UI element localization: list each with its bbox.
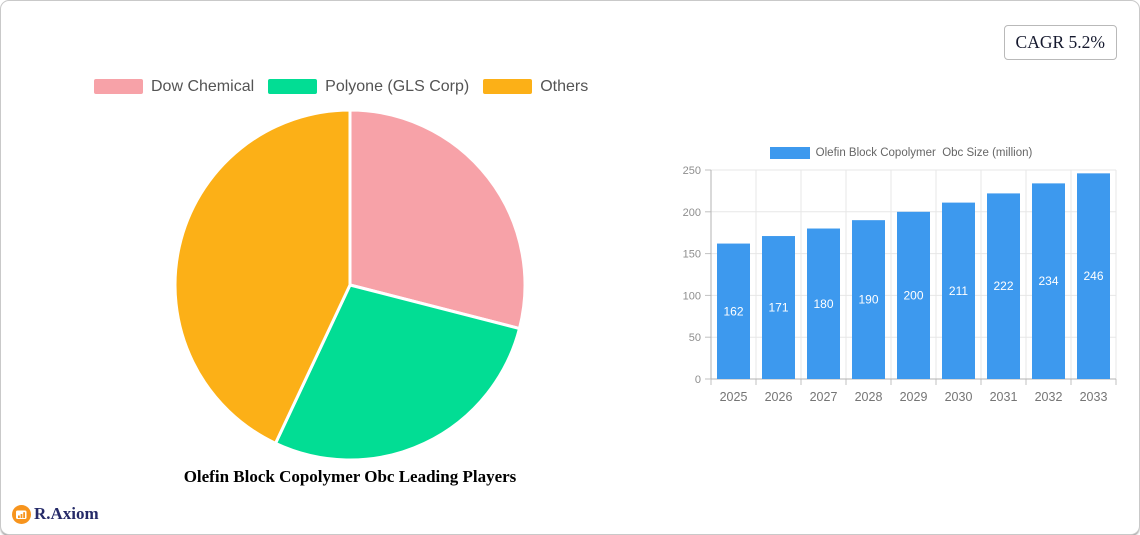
- bar-value-label: 222: [993, 279, 1013, 293]
- y-tick-label: 150: [683, 249, 701, 261]
- bar-2033[interactable]: [1077, 173, 1110, 379]
- pie-legend: Dow Chemical Polyone (GLS Corp) Others: [94, 77, 588, 96]
- bar-value-label: 234: [1038, 274, 1058, 288]
- y-tick-label: 250: [683, 165, 701, 177]
- cagr-badge: CAGR 5.2%: [1003, 25, 1117, 60]
- x-category-label: 2030: [945, 390, 973, 404]
- bar-legend-item[interactable]: Olefin Block Copolymer Obc Size (million…: [769, 146, 1033, 159]
- pie-legend-item-1[interactable]: Polyone (GLS Corp): [268, 77, 469, 96]
- y-tick-label: 100: [683, 290, 701, 302]
- y-tick-label: 0: [695, 374, 701, 386]
- growth-chart-icon: [12, 504, 31, 524]
- pie-chart: [173, 108, 527, 462]
- bar-chart-section: Olefin Block Copolymer Obc Size (million…: [666, 146, 1136, 413]
- legend-swatch: [94, 79, 143, 94]
- bar-value-label: 211: [949, 284, 968, 298]
- x-category-label: 2029: [900, 390, 928, 404]
- legend-label: Polyone (GLS Corp): [325, 78, 470, 95]
- legend-swatch: [268, 79, 318, 94]
- bar-2025[interactable]: [717, 243, 750, 379]
- y-tick-label: 50: [689, 332, 701, 344]
- pie-slice-0[interactable]: [348, 108, 527, 331]
- bar-value-label: 246: [1083, 269, 1103, 283]
- bar-value-label: 190: [858, 293, 878, 307]
- bar-2026[interactable]: [762, 236, 795, 379]
- bar-2027[interactable]: [807, 228, 840, 379]
- legend-label: Others: [540, 78, 589, 95]
- pie-slice-1[interactable]: [273, 283, 521, 462]
- x-category-label: 2025: [720, 390, 748, 404]
- x-category-label: 2032: [1035, 390, 1063, 404]
- bar-2032[interactable]: [1032, 183, 1065, 379]
- bar-legend-label: Olefin Block Copolymer Obc Size (million…: [815, 146, 1033, 159]
- legend-label: Dow Chemical: [151, 78, 255, 95]
- bar-value-label: 200: [903, 288, 923, 302]
- pie-slice-2[interactable]: [173, 108, 352, 445]
- logo-text: R.Axiom: [34, 504, 99, 523]
- x-category-label: 2028: [855, 390, 883, 404]
- bar-2029[interactable]: [897, 211, 930, 379]
- bar-value-label: 162: [723, 304, 743, 318]
- x-category-label: 2031: [990, 390, 1018, 404]
- bar-value-label: 171: [768, 301, 788, 315]
- logo: R.Axiom: [12, 504, 99, 524]
- bar-legend: Olefin Block Copolymer Obc Size (million…: [666, 146, 1136, 159]
- bar-legend-swatch: [769, 146, 810, 159]
- pie-legend-item-0[interactable]: Dow Chemical: [94, 77, 254, 96]
- bar-2031[interactable]: [987, 193, 1020, 379]
- x-category-label: 2033: [1080, 390, 1108, 404]
- bar-2030[interactable]: [942, 202, 975, 379]
- pie-legend-item-2[interactable]: Others: [483, 77, 588, 96]
- x-category-label: 2027: [810, 390, 838, 404]
- legend-swatch: [483, 79, 533, 94]
- bar-2028[interactable]: [852, 220, 885, 379]
- bar-value-label: 180: [813, 297, 833, 311]
- bar-chart: 0 50 100 150 200 250 162 2025 171 2026 180 2027 190 2…: [683, 165, 1117, 404]
- pie-chart-title: Olefin Block Copolymer Obc Leading Playe…: [183, 467, 517, 486]
- y-tick-label: 200: [683, 207, 701, 219]
- x-category-label: 2026: [765, 390, 793, 404]
